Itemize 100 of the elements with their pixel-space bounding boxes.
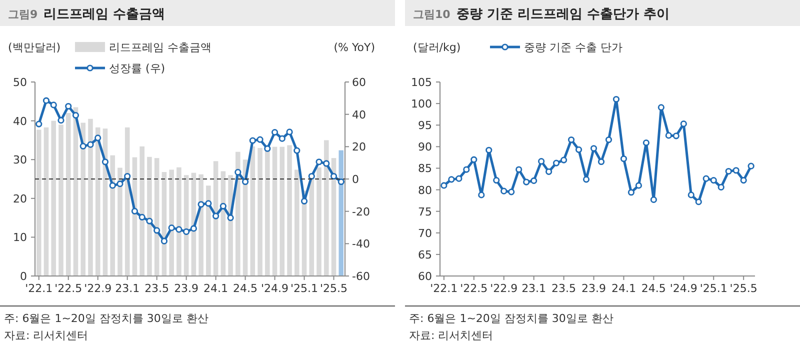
point — [725, 168, 732, 175]
point — [205, 200, 212, 207]
x-tick-label: '25.1 — [700, 282, 728, 295]
x-tick-label: '25.5 — [320, 282, 348, 295]
y-tick-label: 10 — [13, 231, 27, 244]
point — [338, 178, 344, 186]
x-tick-label: 23.5 — [144, 282, 170, 295]
legend-label: 중량 기준 수출 단가 — [524, 41, 622, 54]
point — [323, 160, 330, 167]
point — [740, 176, 747, 184]
point — [568, 136, 575, 144]
x-tick-label: '22.9 — [490, 282, 518, 295]
point — [65, 102, 72, 110]
point — [612, 96, 620, 103]
bar — [176, 167, 182, 276]
bar — [147, 156, 152, 276]
point — [680, 120, 687, 128]
x-tick-label: '24.9 — [261, 282, 289, 295]
point — [635, 182, 642, 189]
y2-tick-label: -20 — [352, 205, 370, 218]
point — [665, 132, 672, 139]
y2-tick-label: 40 — [352, 108, 366, 122]
legend-label: 성장률 (우) — [109, 62, 166, 75]
point — [249, 137, 256, 144]
y-tick-label: 95 — [418, 119, 432, 132]
text: 주: 6월은 1~20일 잠정치를 30일로 환산 — [409, 312, 614, 325]
point — [286, 128, 293, 136]
point — [598, 158, 605, 166]
y-axis-title: (달러/kg) — [413, 41, 461, 54]
point — [131, 208, 138, 214]
y-axis-title: (백만달러) — [8, 41, 61, 54]
point — [546, 168, 552, 175]
point — [478, 192, 485, 198]
point — [620, 155, 628, 162]
bar — [110, 155, 115, 276]
point — [109, 182, 116, 189]
point — [308, 172, 315, 180]
y-tick-label: 30 — [13, 154, 27, 167]
point — [316, 158, 322, 166]
y-tick-label: 100 — [411, 98, 432, 111]
point — [242, 178, 249, 186]
point — [748, 162, 754, 170]
point — [234, 168, 242, 176]
x-tick-label: 23.9 — [174, 282, 199, 295]
point — [516, 166, 522, 173]
point — [220, 202, 226, 210]
x-tick-label: 24.1 — [611, 282, 636, 295]
legend-label: 리드프레임 수출금액 — [109, 41, 212, 54]
y-tick-label: 20 — [13, 192, 27, 206]
y-tick-label: 50 — [13, 76, 27, 89]
y-tick-label: 85 — [418, 162, 432, 176]
point — [87, 141, 94, 148]
point — [212, 212, 220, 220]
point — [256, 136, 264, 143]
point — [508, 188, 515, 196]
x-tick-label: 23.9 — [582, 282, 606, 295]
bar — [169, 170, 174, 276]
point — [94, 134, 102, 142]
point — [330, 172, 338, 180]
x-tick-label: '22.1 — [25, 282, 53, 295]
point — [146, 218, 153, 224]
bar — [44, 127, 49, 276]
point — [650, 196, 657, 203]
bar — [338, 150, 344, 276]
y-tick-label: 40 — [13, 114, 27, 128]
x-tick-label: 24.5 — [641, 282, 666, 295]
bar — [287, 145, 292, 276]
text: 자료: 리서치센터 — [4, 329, 88, 342]
point — [300, 198, 308, 204]
x-tick-label: '25.5 — [730, 282, 758, 295]
point — [227, 214, 234, 222]
point — [672, 132, 680, 140]
point — [154, 227, 160, 234]
bar — [88, 118, 93, 276]
point — [493, 176, 500, 184]
bar — [36, 130, 42, 276]
point — [702, 175, 710, 182]
point — [198, 201, 204, 208]
point — [264, 145, 271, 152]
point — [36, 120, 42, 128]
x-tick-label: '22.1 — [430, 282, 458, 295]
bar — [206, 186, 211, 276]
point — [42, 97, 50, 104]
x-tick-label: '22.5 — [54, 282, 82, 295]
point — [538, 158, 545, 165]
y2-tick-label: 20 — [352, 140, 366, 154]
bar — [294, 170, 300, 276]
point — [456, 175, 462, 182]
y-tick-label: 75 — [418, 205, 432, 218]
y2-tick-label: -60 — [352, 270, 370, 283]
bar — [198, 174, 204, 276]
y-tick-label: 70 — [418, 226, 432, 240]
point — [160, 238, 168, 244]
x-tick-label: 24.5 — [233, 282, 258, 295]
y-tick-label: 80 — [418, 184, 432, 197]
x-tick-label: 24.1 — [204, 282, 228, 295]
point — [116, 180, 124, 188]
point — [440, 182, 448, 189]
bar — [66, 113, 71, 276]
point — [486, 146, 492, 154]
